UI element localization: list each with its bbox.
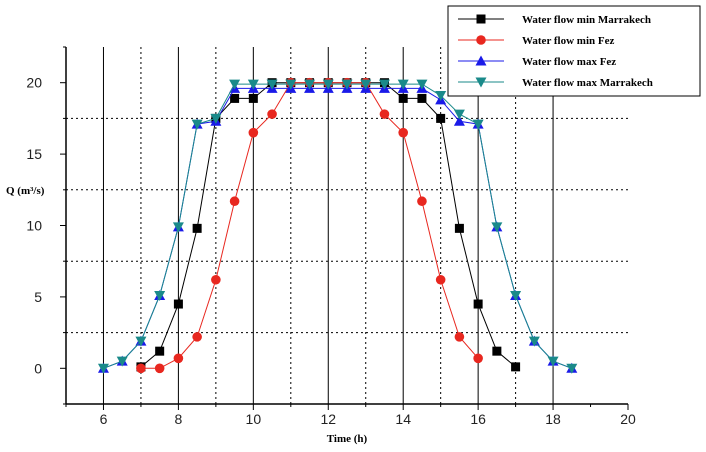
legend-marker xyxy=(476,35,486,45)
data-point xyxy=(398,127,409,138)
data-point xyxy=(435,91,447,102)
x-tick-label: 14 xyxy=(395,411,411,427)
data-point xyxy=(229,196,240,207)
data-point xyxy=(453,115,465,126)
x-tick-label: 16 xyxy=(470,411,486,427)
axes xyxy=(60,46,629,410)
data-point xyxy=(155,346,165,356)
data-point xyxy=(360,79,372,90)
data-point xyxy=(473,299,483,309)
data-point xyxy=(491,222,503,233)
data-point xyxy=(266,79,278,90)
legend-marker xyxy=(475,77,487,88)
data-point xyxy=(229,79,241,90)
y-tick-label: 10 xyxy=(26,218,42,234)
data-point xyxy=(379,109,390,119)
data-point xyxy=(135,336,147,347)
data-point xyxy=(398,93,408,103)
data-point xyxy=(211,274,221,285)
data-point xyxy=(136,363,146,374)
data-point xyxy=(378,79,390,90)
series-2 xyxy=(97,82,578,373)
data-point xyxy=(416,79,428,90)
legend: Water flow min Marrakech Water flow min F… xyxy=(447,5,701,97)
data-point xyxy=(528,336,540,347)
legend-label: Water flow max Marrakech xyxy=(522,77,653,89)
x-tick-label: 8 xyxy=(175,411,183,427)
data-point xyxy=(397,79,409,90)
x-axis-title: Time (h) xyxy=(327,433,368,445)
data-point xyxy=(154,363,165,374)
data-point xyxy=(247,79,259,90)
data-point xyxy=(417,196,427,207)
y-axis-title: Q (m³/s) xyxy=(6,185,45,197)
series-line xyxy=(140,82,479,369)
data-point xyxy=(453,109,465,120)
data-point xyxy=(304,79,316,90)
y-tick-label: 0 xyxy=(34,360,42,376)
legend-label: Water flow max Fez xyxy=(522,56,616,68)
series-3 xyxy=(97,79,578,374)
series-layer xyxy=(97,77,578,374)
data-point xyxy=(173,299,183,309)
legend-label: Water flow min Marrakech xyxy=(522,14,651,26)
data-point xyxy=(472,119,484,130)
data-point xyxy=(322,79,334,90)
x-tick-label: 12 xyxy=(320,411,336,427)
legend-label: Water flow min Fez xyxy=(522,35,614,47)
data-point xyxy=(285,79,297,90)
data-point xyxy=(454,332,465,342)
legend-marker xyxy=(476,14,486,24)
data-point xyxy=(492,346,502,356)
series-line xyxy=(103,83,572,369)
legend-box xyxy=(447,5,701,97)
tick-labels: 6 8 10 12 14 16 18 20 0 5 10 15 20 Time (h) Q (m³/s) xyxy=(6,75,636,445)
x-tick-label: 10 xyxy=(246,411,262,427)
data-point xyxy=(191,119,203,130)
series-1 xyxy=(136,77,483,374)
y-tick-label: 5 xyxy=(34,289,42,305)
data-point xyxy=(510,290,522,301)
data-point xyxy=(192,223,202,233)
data-point xyxy=(173,353,184,364)
data-point xyxy=(248,127,259,138)
x-tick-label: 20 xyxy=(620,411,636,427)
data-point xyxy=(417,93,427,103)
data-point xyxy=(154,290,166,301)
data-point xyxy=(341,79,353,90)
data-point xyxy=(454,223,464,233)
data-point xyxy=(473,353,483,364)
y-tick-label: 15 xyxy=(26,146,42,162)
x-tick-label: 6 xyxy=(100,411,108,427)
y-tick-label: 20 xyxy=(26,75,42,91)
data-point xyxy=(210,113,222,124)
data-point xyxy=(511,362,521,372)
data-point xyxy=(436,113,446,123)
data-point xyxy=(116,356,128,367)
grid xyxy=(66,47,628,404)
x-tick-label: 18 xyxy=(545,411,561,427)
legend-marker xyxy=(475,55,487,66)
data-point xyxy=(248,93,258,103)
data-point xyxy=(172,222,184,233)
data-point xyxy=(435,274,446,285)
series-line xyxy=(103,87,572,369)
data-point xyxy=(547,356,559,367)
data-point xyxy=(566,363,578,374)
data-point xyxy=(230,93,240,103)
data-point xyxy=(97,363,109,374)
data-point xyxy=(267,109,277,119)
data-point xyxy=(192,332,202,342)
